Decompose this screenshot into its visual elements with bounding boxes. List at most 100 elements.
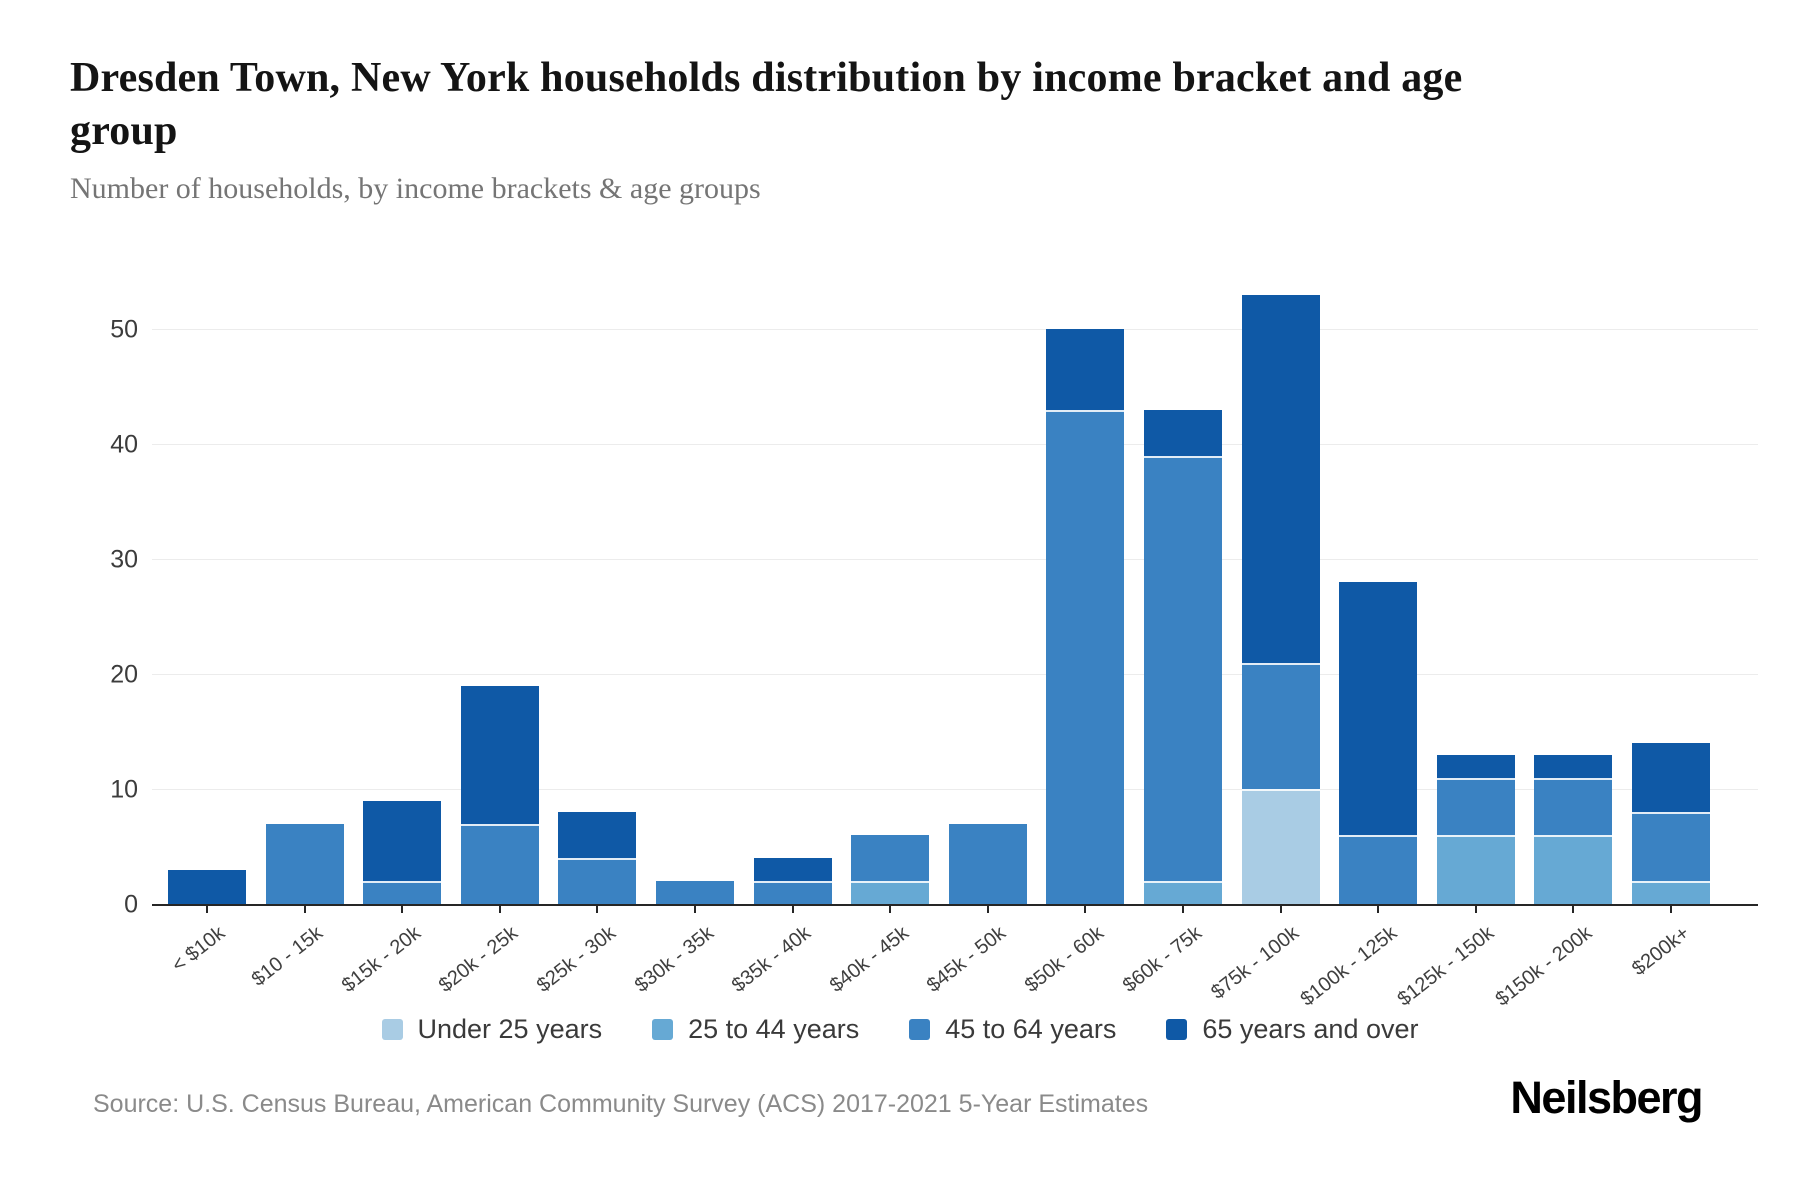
bar-segment[interactable] xyxy=(1241,662,1320,789)
legend-swatch xyxy=(381,1019,403,1040)
y-tick-label-0: 0 xyxy=(124,890,138,919)
bar-$15k - 20k xyxy=(363,800,442,904)
bar-segment[interactable] xyxy=(1046,409,1125,904)
bar-$50k - 60k xyxy=(1046,329,1125,904)
bar-segment[interactable] xyxy=(851,835,930,881)
x-tick-label: $15k - 20k xyxy=(337,922,425,997)
x-tick-label: $150k - 200k xyxy=(1491,922,1596,1011)
x-tick xyxy=(1182,906,1184,913)
bar-$45k - 50k xyxy=(948,823,1027,904)
legend-item[interactable]: 45 to 64 years xyxy=(909,1014,1116,1045)
legend-item[interactable]: 65 years and over xyxy=(1166,1014,1419,1045)
x-tick xyxy=(1670,906,1672,913)
x-tick xyxy=(1279,906,1282,913)
x-tick-label: $25k - 30k xyxy=(532,922,620,997)
bar-segment[interactable] xyxy=(1241,789,1320,904)
y-tick-label-30: 30 xyxy=(110,545,138,574)
bar-segment[interactable] xyxy=(1631,881,1710,904)
bar-$35k - 40k xyxy=(753,858,832,904)
bar-segment[interactable] xyxy=(1631,743,1710,812)
bar-segment[interactable] xyxy=(753,858,832,881)
bar-segment[interactable] xyxy=(753,881,832,904)
bar-segment[interactable] xyxy=(363,881,442,904)
source-attribution: Source: U.S. Census Bureau, American Com… xyxy=(93,1090,1149,1118)
legend-item[interactable]: Under 25 years xyxy=(381,1014,603,1045)
bar-segment[interactable] xyxy=(948,823,1027,904)
bar-segment[interactable] xyxy=(460,685,539,824)
x-tick xyxy=(206,906,208,913)
x-tick-label: $45k - 50k xyxy=(923,922,1011,997)
bar-segment[interactable] xyxy=(1339,835,1418,904)
y-tick-label-50: 50 xyxy=(110,315,138,344)
x-tick-label: $60k - 75k xyxy=(1118,922,1206,997)
legend-swatch xyxy=(652,1019,674,1040)
gridline-30 xyxy=(152,559,1758,560)
bar-segment[interactable] xyxy=(1436,835,1515,904)
y-tick-label-20: 20 xyxy=(110,660,138,689)
x-tick-label: $35k - 40k xyxy=(728,922,816,997)
bar-segment[interactable] xyxy=(1143,409,1222,456)
bar-segment[interactable] xyxy=(1436,777,1515,835)
x-tick-label: $200k+ xyxy=(1627,922,1694,981)
bar-segment[interactable] xyxy=(558,812,637,858)
x-tick xyxy=(986,906,989,913)
gridline-50 xyxy=(152,329,1758,330)
bar-$20k - 25k xyxy=(460,685,539,904)
x-tick xyxy=(1572,906,1575,913)
gridline-20 xyxy=(152,674,1758,675)
gridline-10 xyxy=(152,789,1758,790)
x-tick-label: $100k - 125k xyxy=(1296,922,1401,1011)
bar-segment[interactable] xyxy=(558,858,637,904)
bar-segment[interactable] xyxy=(1046,329,1125,410)
bar-segment[interactable] xyxy=(1143,881,1222,904)
x-tick xyxy=(1474,906,1477,913)
x-axis-line xyxy=(152,904,1758,906)
y-tick-label-40: 40 xyxy=(110,430,138,459)
bar-segment[interactable] xyxy=(655,881,734,904)
bar-segment[interactable] xyxy=(1143,455,1222,881)
bar-$200k+ xyxy=(1631,743,1710,904)
bar-segment[interactable] xyxy=(265,823,344,904)
bar-segment[interactable] xyxy=(1436,754,1515,778)
x-tick xyxy=(303,906,306,913)
bar-segment[interactable] xyxy=(1534,777,1613,835)
bar-segment[interactable] xyxy=(1534,835,1613,904)
x-tick xyxy=(1084,906,1087,913)
y-tick-label-10: 10 xyxy=(110,775,138,804)
bar-segment[interactable] xyxy=(168,869,246,904)
x-tick-label: $40k - 45k xyxy=(825,922,913,997)
bar-$25k - 30k xyxy=(558,812,637,904)
legend-label: 65 years and over xyxy=(1202,1014,1419,1044)
bar-segment[interactable] xyxy=(1631,812,1710,881)
legend: Under 25 years 25 to 44 years 45 to 64 yea… xyxy=(0,1014,1800,1045)
bar-segment[interactable] xyxy=(1339,582,1418,835)
legend-label: Under 25 years xyxy=(417,1014,603,1044)
bar-$150k - 200k xyxy=(1534,754,1613,904)
bar-segment[interactable] xyxy=(1241,294,1320,663)
bars-row xyxy=(168,280,1710,904)
bar-segment[interactable] xyxy=(460,823,539,904)
x-tick xyxy=(889,906,892,913)
bar-segment[interactable] xyxy=(851,881,930,904)
bar-< $10k xyxy=(168,869,246,904)
bar-$100k - 125k xyxy=(1339,582,1418,904)
x-tick-label: $20k - 25k xyxy=(435,922,523,997)
x-tick-label: $10 - 15k xyxy=(247,922,328,991)
bar-segment[interactable] xyxy=(1534,754,1613,778)
bar-$75k - 100k xyxy=(1241,294,1320,904)
bar-$60k - 75k xyxy=(1143,409,1222,904)
x-tick xyxy=(401,906,404,913)
legend-item[interactable]: 25 to 44 years xyxy=(652,1014,859,1045)
x-tick xyxy=(498,906,501,913)
plot-area: < $10k $10 - 15k $15k - 20k $20k - 25k $25k … xyxy=(152,280,1758,1011)
bar-segment[interactable] xyxy=(363,800,442,881)
x-tick xyxy=(596,906,599,913)
gridline-40 xyxy=(152,444,1758,445)
x-tick xyxy=(694,906,696,913)
bar-$125k - 150k xyxy=(1436,754,1515,904)
bar-$10 - 15k xyxy=(265,823,344,904)
brand-logo: Neilsberg xyxy=(1510,1072,1703,1123)
legend-label: 45 to 64 years xyxy=(945,1014,1117,1044)
x-tick-label: $50k - 60k xyxy=(1020,922,1108,997)
x-tick xyxy=(1377,906,1380,913)
